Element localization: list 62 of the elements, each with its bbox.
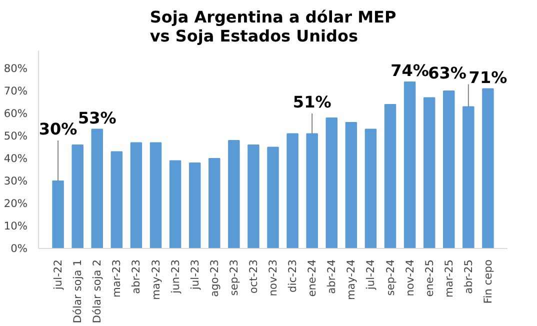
bar bbox=[130, 142, 142, 248]
x-tick-label: abr-25 bbox=[462, 259, 475, 294]
data-label: 53% bbox=[78, 108, 116, 128]
y-tick-label: 40% bbox=[4, 152, 28, 165]
y-tick-label: 20% bbox=[4, 197, 28, 210]
bar bbox=[72, 144, 84, 248]
bar bbox=[443, 90, 455, 248]
x-tick-label: nov-24 bbox=[403, 259, 416, 296]
bar bbox=[345, 122, 358, 248]
x-tick-label: mar-25 bbox=[442, 260, 456, 298]
bar bbox=[248, 144, 260, 248]
x-tick-label: jul-24 bbox=[364, 259, 378, 291]
x-tick-label: abr-24 bbox=[325, 259, 338, 294]
bar bbox=[306, 133, 318, 248]
x-tick-label: may-24 bbox=[344, 259, 358, 300]
x-tick-label: sep-23 bbox=[227, 259, 240, 296]
y-tick-label: 50% bbox=[4, 130, 28, 142]
y-tick-label: 0% bbox=[10, 242, 28, 255]
data-label: 71% bbox=[468, 68, 508, 87]
bar bbox=[364, 128, 377, 248]
data-label: 74% bbox=[390, 61, 429, 80]
bar bbox=[52, 180, 64, 248]
bar bbox=[462, 106, 474, 248]
x-tick-label: abr-23 bbox=[130, 259, 143, 294]
bar bbox=[326, 118, 338, 248]
bar bbox=[228, 140, 240, 248]
x-tick-label: ene-24 bbox=[306, 259, 319, 297]
x-tick-label: Dólar soja 1 bbox=[71, 259, 84, 324]
bar bbox=[423, 97, 436, 248]
x-tick-label: dic-23 bbox=[286, 259, 300, 292]
x-tick-label: mar-23 bbox=[110, 260, 124, 298]
bar bbox=[384, 104, 396, 248]
x-tick-label: Fin cepo bbox=[481, 260, 494, 304]
y-tick-label: 30% bbox=[4, 174, 28, 188]
x-tick-label: Dólar soja 2 bbox=[90, 259, 104, 324]
chart-title: Soja Argentina a dólar MEP vs Soja Estados Unidos bbox=[150, 8, 396, 46]
data-label: 63% bbox=[428, 63, 466, 82]
bar bbox=[267, 146, 279, 248]
x-tick-label: jul-22 bbox=[52, 259, 65, 291]
bar bbox=[404, 82, 416, 248]
data-label: 30% bbox=[38, 120, 78, 138]
x-tick-label: nov-23 bbox=[266, 259, 280, 296]
bar bbox=[188, 162, 201, 248]
y-tick-label: 80% bbox=[4, 62, 28, 75]
bar bbox=[150, 142, 162, 248]
y-tick-label: 70% bbox=[4, 84, 28, 98]
y-tick-label: 60% bbox=[4, 107, 28, 120]
x-tick-label: ago-23 bbox=[208, 259, 221, 297]
bar bbox=[208, 158, 220, 248]
x-tick-label: jun-23 bbox=[168, 260, 182, 294]
x-tick-label: sep-24 bbox=[384, 259, 397, 296]
x-tick-label: may-23 bbox=[149, 259, 162, 300]
bar bbox=[91, 128, 103, 248]
data-label: 51% bbox=[292, 92, 332, 112]
bar bbox=[482, 88, 494, 248]
x-tick-label: oct-23 bbox=[246, 259, 260, 294]
bar bbox=[286, 133, 298, 248]
x-tick-label: ene-25 bbox=[422, 259, 436, 297]
x-tick-label: jul-23 bbox=[188, 259, 202, 291]
bar bbox=[169, 160, 182, 248]
y-tick-label: 10% bbox=[4, 220, 28, 232]
bar bbox=[110, 151, 123, 248]
